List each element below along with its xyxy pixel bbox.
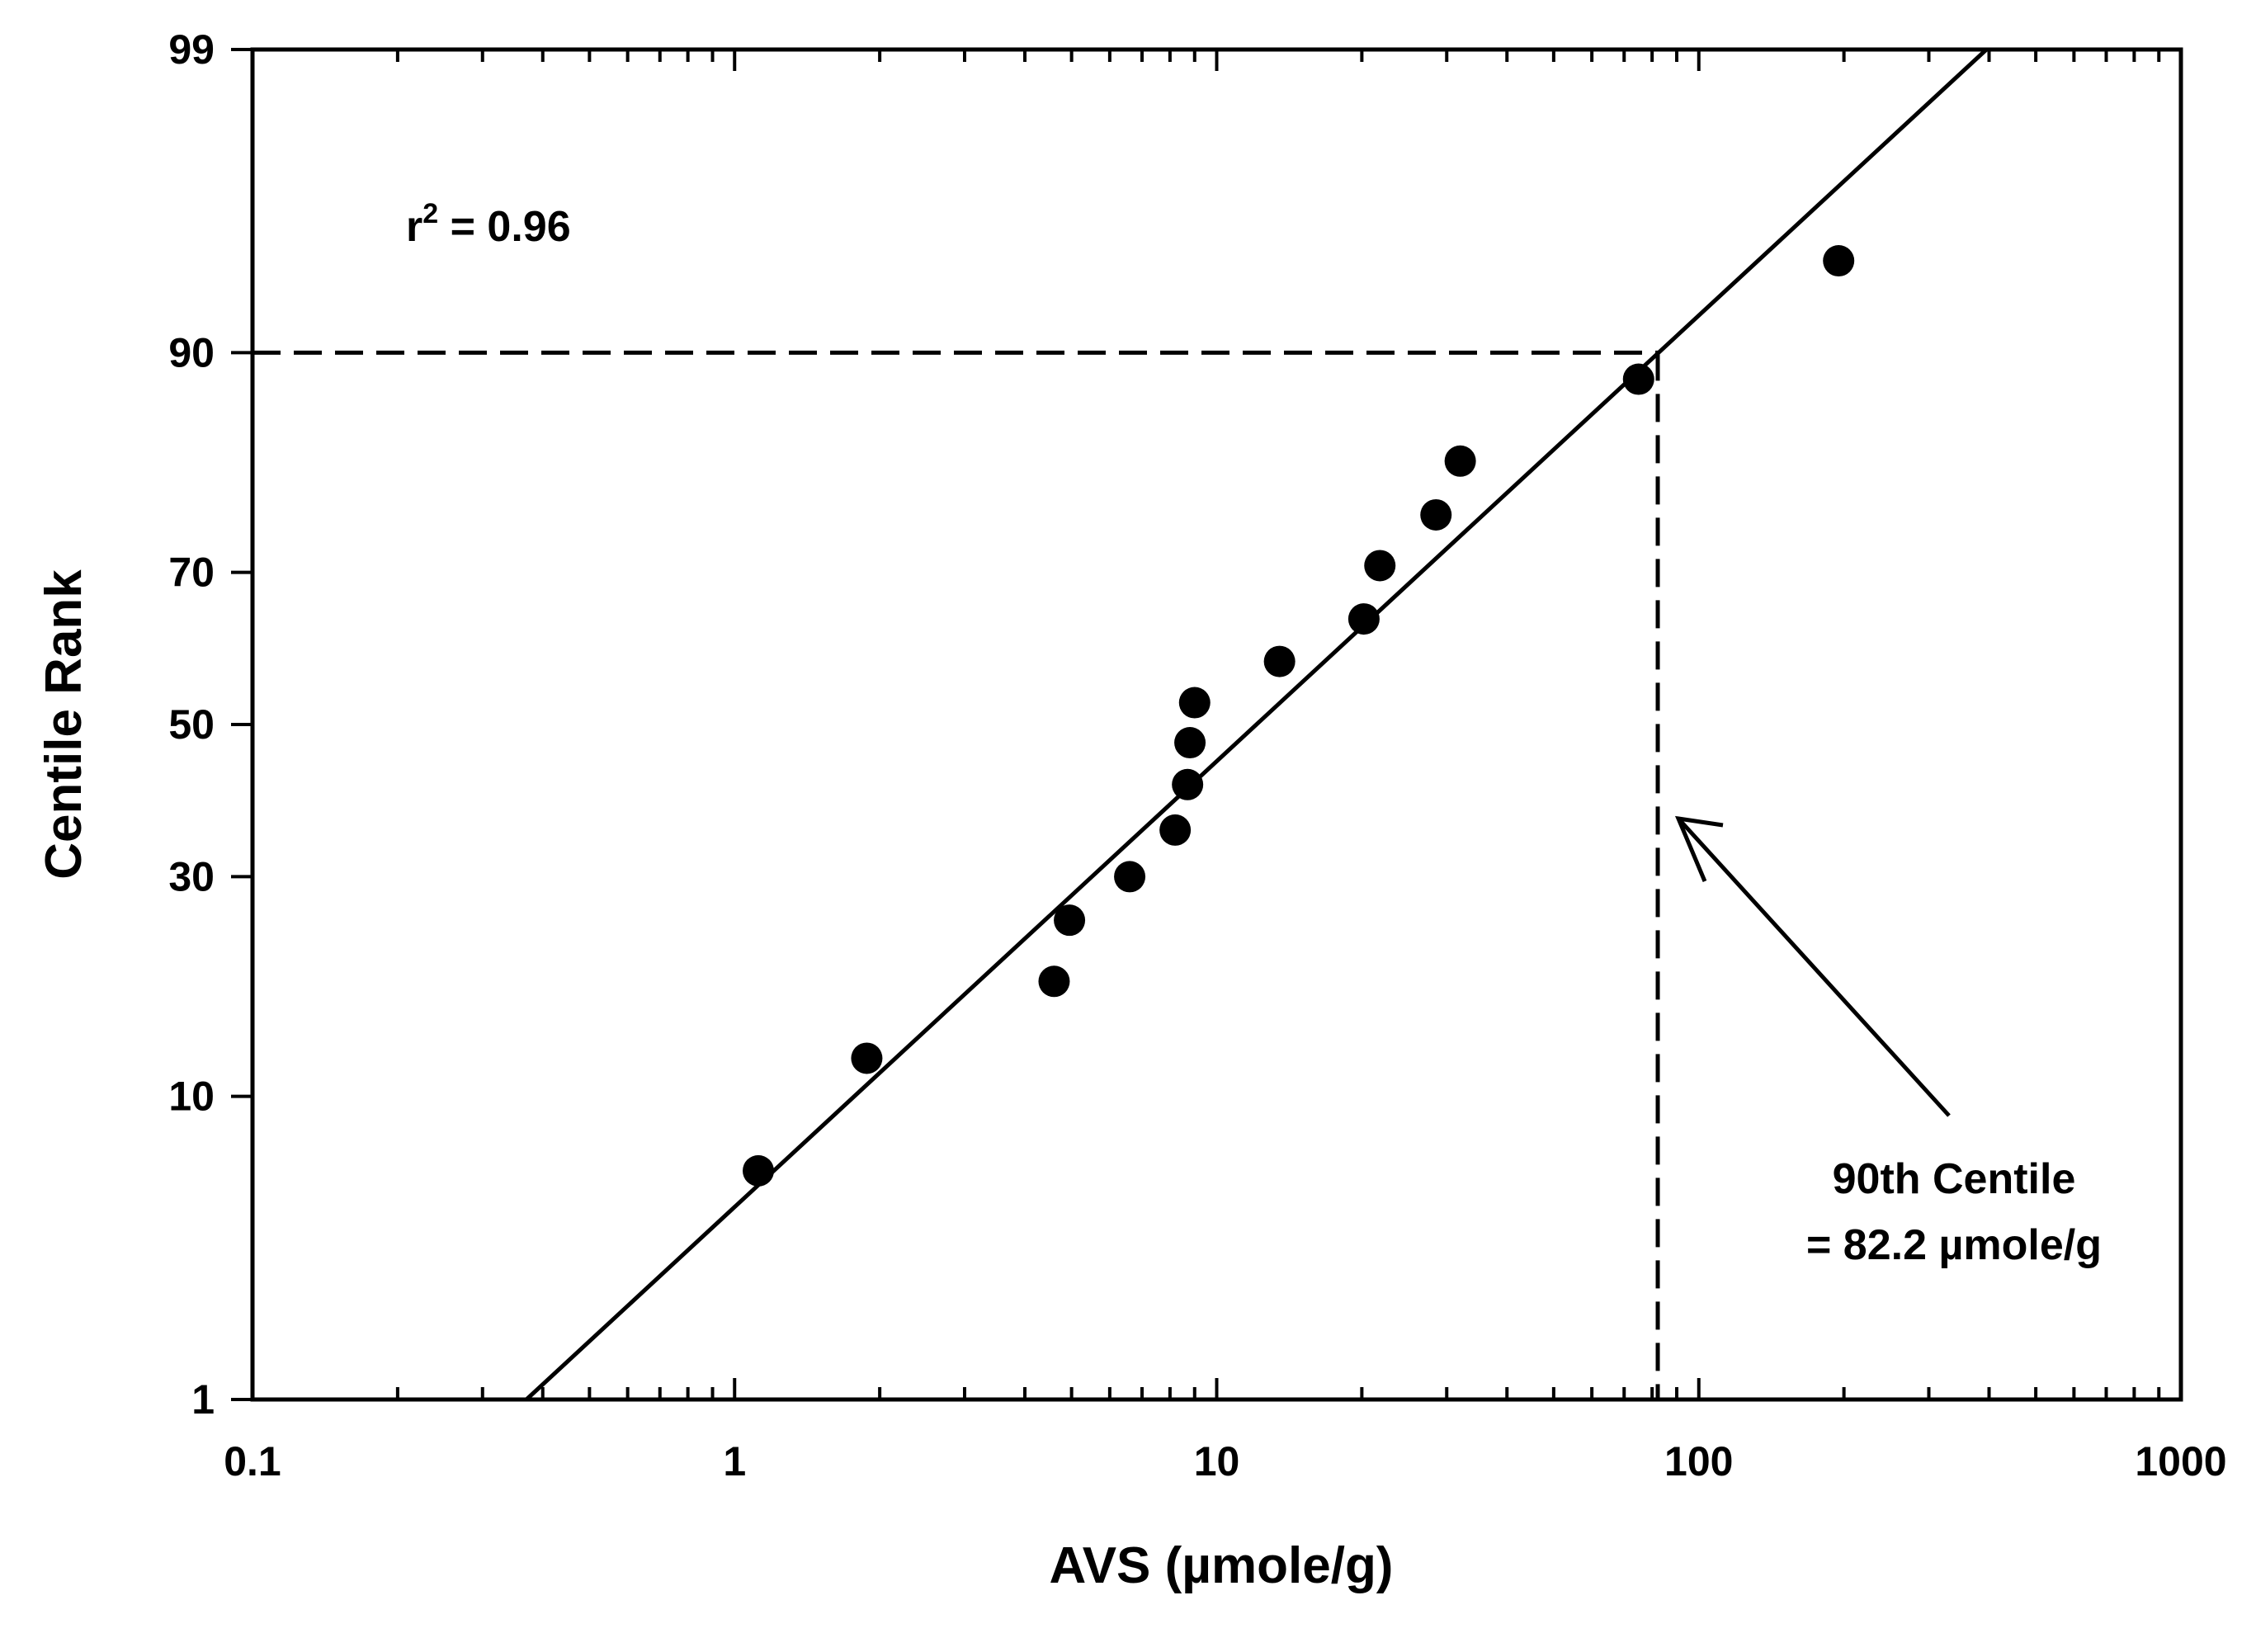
x-axis-title: AVS (µmole/g) xyxy=(1050,1537,1394,1594)
data-point xyxy=(1444,445,1476,477)
y-tick-label: 30 xyxy=(168,853,215,899)
data-point xyxy=(1159,814,1192,846)
axis-ticks xyxy=(231,48,2161,1401)
y-tick-label: 50 xyxy=(168,701,215,748)
data-point xyxy=(1622,363,1654,395)
x-tick-label: 100 xyxy=(1664,1438,1733,1484)
y-tick-label: 99 xyxy=(168,26,215,73)
fit-line-group xyxy=(525,48,1989,1401)
data-point xyxy=(851,1042,883,1074)
data-point xyxy=(1178,687,1211,719)
y-axis-title: Centile Rank xyxy=(35,569,92,880)
x-tick-label: 10 xyxy=(1194,1438,1240,1484)
x-tick-labels: 0.1 1 10 100 1000 xyxy=(224,1438,2226,1484)
r-squared-prefix: r xyxy=(406,203,422,251)
y-tick-label: 1 xyxy=(191,1376,215,1423)
y-tick-label: 10 xyxy=(168,1074,215,1120)
annotation-arrow-shaft xyxy=(1677,817,1951,1117)
data-point xyxy=(1420,498,1452,531)
data-point xyxy=(1174,727,1206,759)
y-tick-label: 90 xyxy=(168,329,215,375)
data-point xyxy=(1347,603,1380,635)
annotation-arrow-head xyxy=(1674,815,1724,882)
data-point xyxy=(1114,861,1146,893)
data-point xyxy=(743,1154,775,1187)
centile-annotation-line1: 90th Centile xyxy=(1833,1155,2076,1203)
data-point xyxy=(1364,550,1396,582)
r-squared-label: r2 = 0.96 xyxy=(406,198,571,251)
x-tick-label: 1000 xyxy=(2135,1438,2226,1484)
data-point xyxy=(1263,645,1296,677)
x-tick-label: 0.1 xyxy=(224,1438,281,1484)
centile-annotation-line2: = 82.2 µmole/g xyxy=(1806,1221,2102,1269)
r-squared-superscript: 2 xyxy=(422,198,438,229)
regression-line xyxy=(525,48,1989,1401)
data-points xyxy=(743,245,1855,1187)
data-point xyxy=(1172,768,1204,800)
y-tick-labels: 1 10 30 50 70 90 99 xyxy=(168,26,215,1423)
reference-lines xyxy=(253,350,1660,1399)
data-point xyxy=(1038,965,1070,998)
r-squared-value: = 0.96 xyxy=(438,203,570,251)
x-tick-label: 1 xyxy=(723,1438,746,1484)
y-tick-label: 70 xyxy=(168,550,215,596)
data-point xyxy=(1054,904,1086,937)
data-point xyxy=(1823,245,1855,277)
